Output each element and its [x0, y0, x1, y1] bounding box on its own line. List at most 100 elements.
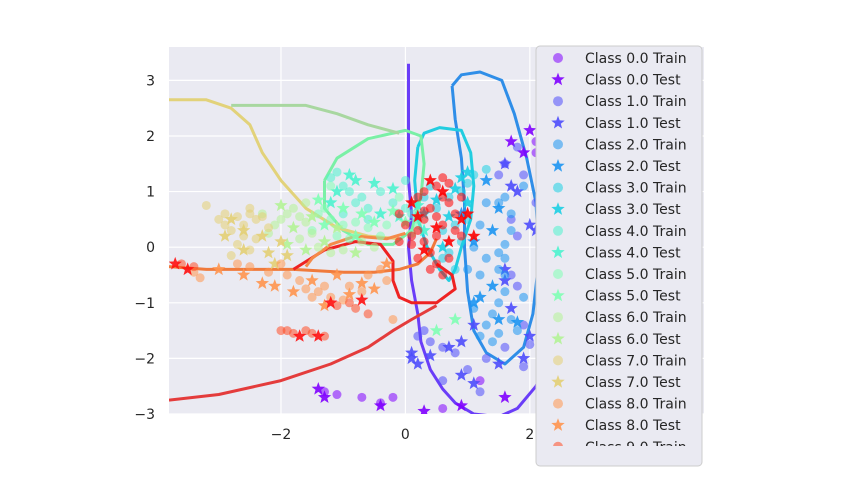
data-point	[326, 248, 336, 258]
data-point	[494, 328, 504, 338]
x-tick-label: −2	[271, 427, 292, 443]
data-point-star	[349, 173, 363, 187]
data-point	[494, 248, 504, 258]
data-point-star	[367, 215, 381, 228]
data-point	[407, 239, 417, 249]
data-point	[413, 192, 423, 202]
data-point	[456, 192, 466, 202]
data-point-star	[467, 318, 481, 331]
data-point-star	[311, 192, 325, 206]
data-point	[320, 203, 330, 213]
data-point-star	[311, 382, 325, 395]
data-point-star	[510, 315, 524, 328]
legend-label: Class 2.0 Train	[585, 137, 687, 153]
data-point	[313, 287, 323, 297]
data-point	[394, 237, 404, 247]
data-point	[519, 362, 529, 372]
data-point-star	[405, 195, 419, 209]
data-point-star	[349, 229, 363, 242]
data-point	[201, 200, 211, 210]
data-point-star	[498, 273, 512, 287]
legend-box	[535, 45, 703, 467]
data-point	[301, 198, 311, 208]
data-point-star	[237, 223, 251, 237]
data-point-star	[367, 176, 381, 189]
data-point	[276, 259, 286, 269]
data-point-star	[436, 240, 450, 253]
data-point	[313, 242, 323, 252]
data-point-star	[330, 220, 344, 234]
data-point-star	[504, 134, 518, 148]
data-point	[376, 264, 386, 274]
data-point	[481, 320, 491, 330]
data-point	[400, 220, 410, 230]
data-point	[376, 231, 386, 241]
data-point	[344, 187, 354, 197]
data-point	[226, 226, 236, 235]
data-point	[220, 209, 230, 219]
data-point-star	[274, 234, 288, 248]
data-point	[500, 342, 510, 352]
legend-label: Class 8.0 Train	[585, 397, 687, 413]
data-point-star	[317, 217, 332, 231]
data-point	[419, 206, 429, 216]
data-point	[320, 281, 330, 291]
legend-marker	[553, 441, 563, 446]
data-point	[444, 253, 454, 263]
data-point	[450, 264, 460, 274]
data-point-star	[498, 390, 512, 403]
data-point-star	[516, 351, 531, 365]
data-point	[332, 301, 342, 311]
data-point	[481, 198, 491, 208]
data-point-star	[355, 276, 369, 289]
data-point-star	[386, 204, 400, 217]
data-point	[481, 253, 491, 263]
data-point-star	[280, 248, 294, 262]
data-point	[351, 303, 361, 313]
data-point	[357, 192, 367, 202]
data-point	[351, 198, 361, 208]
data-point	[301, 284, 311, 294]
data-point	[264, 223, 274, 233]
legend-marker	[553, 182, 563, 193]
data-point-star	[355, 206, 369, 220]
legend-label: Class 5.0 Train	[585, 267, 687, 283]
data-point	[463, 365, 473, 375]
boundary-class-5	[231, 103, 400, 135]
data-point-star	[181, 262, 195, 276]
data-point-star	[504, 179, 518, 192]
legend-marker-star	[551, 202, 565, 215]
data-point-star	[448, 181, 462, 195]
data-point	[301, 217, 311, 227]
legend-label: Class 8.0 Test	[585, 418, 681, 434]
data-point	[245, 203, 255, 213]
x-tick-label: 0	[401, 427, 410, 443]
legend-label: Class 0.0 Test	[585, 73, 681, 89]
data-point	[245, 262, 255, 272]
data-point-star	[336, 201, 350, 214]
legend-marker-star	[551, 418, 565, 431]
data-point	[363, 223, 373, 233]
data-point	[487, 309, 497, 319]
data-point	[413, 253, 423, 263]
data-point	[463, 178, 473, 188]
data-point-star	[342, 287, 357, 301]
data-point	[363, 203, 373, 213]
legend-marker-star	[551, 288, 565, 302]
y-tick-label: −2	[134, 351, 155, 367]
data-point	[363, 270, 373, 280]
data-point-star	[442, 234, 456, 248]
boundary-class-9	[169, 304, 438, 402]
data-point	[425, 264, 435, 274]
data-points	[169, 56, 684, 414]
data-point	[506, 226, 516, 235]
data-point	[425, 337, 435, 347]
data-point	[475, 220, 485, 230]
data-point-star	[492, 201, 506, 214]
data-point-star	[324, 295, 338, 309]
data-point	[264, 267, 274, 277]
data-point-star	[411, 209, 425, 223]
legend-marker	[553, 355, 563, 366]
data-point-star	[355, 293, 369, 306]
data-point-star	[411, 357, 425, 370]
